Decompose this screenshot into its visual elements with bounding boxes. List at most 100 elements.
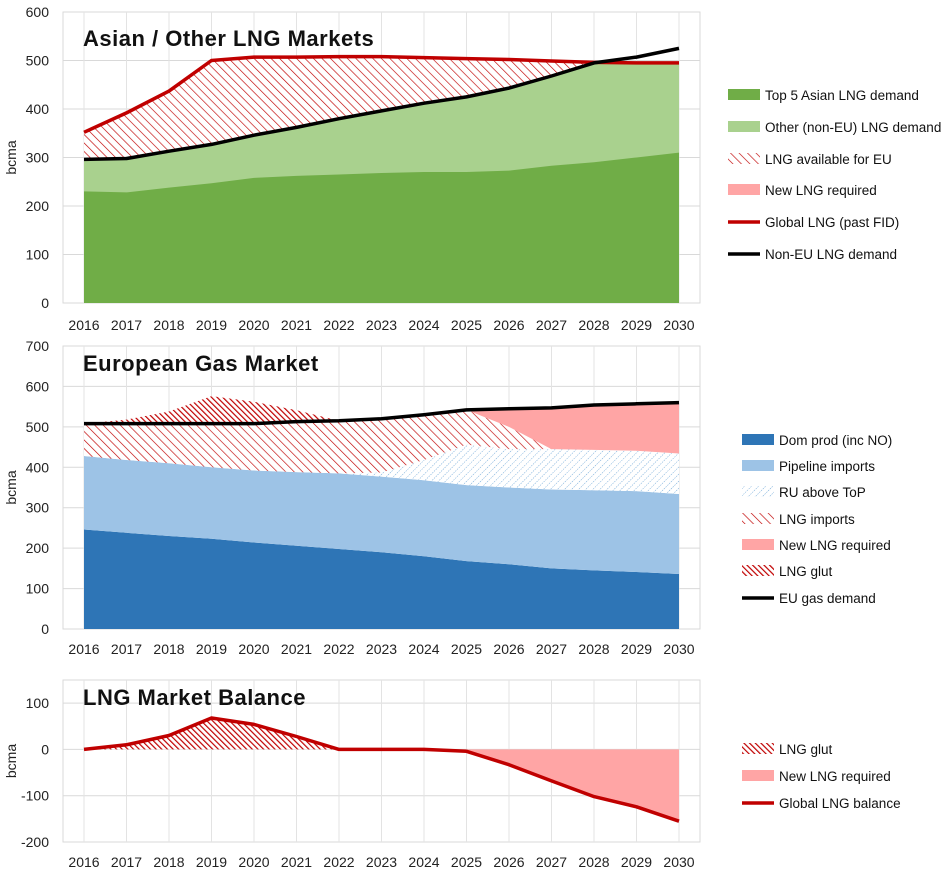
data-marks [84, 396, 680, 629]
legend-label: RU above ToP [779, 485, 866, 500]
legend: LNG glut New LNG required Global LNG balan… [742, 742, 901, 811]
lng-glut-area [84, 718, 679, 750]
legend-swatch [742, 565, 774, 576]
y-tick-label: 600 [26, 378, 50, 394]
y-tick-label: 400 [26, 459, 50, 475]
legend-item: LNG available for EU [728, 152, 892, 167]
legend-label: Global LNG balance [779, 796, 901, 811]
x-tick-label: 2016 [68, 641, 99, 657]
x-tick-label: 2021 [281, 854, 312, 870]
legend: Dom prod (inc NO) Pipeline imports RU abov… [742, 433, 892, 606]
chart-title: European Gas Market [83, 351, 319, 376]
legend-swatch [728, 89, 760, 100]
y-tick-label: 100 [26, 695, 50, 711]
x-tick-label: 2026 [493, 854, 524, 870]
panel-lng-balance: -200 -100 0 100 2016 2017 2018 2019 2020 2021 2022… [3, 679, 901, 870]
lng-available-area [84, 56, 679, 160]
x-tick-label: 2023 [366, 641, 397, 657]
legend-swatch [742, 486, 774, 497]
legend-item: Non-EU LNG demand [728, 247, 897, 262]
x-tick-label: 2021 [281, 641, 312, 657]
pipeline-imports-area [84, 456, 679, 574]
y-tick-label: 200 [26, 540, 50, 556]
legend-label: Non-EU LNG demand [765, 247, 897, 262]
x-tick-label: 2023 [366, 854, 397, 870]
y-tick-label: 100 [26, 581, 50, 597]
legend-label: EU gas demand [779, 591, 876, 606]
ru-above-top-area [84, 444, 679, 494]
x-tick-label: 2019 [196, 641, 227, 657]
x-tick-label: 2030 [663, 854, 694, 870]
chart-title: Asian / Other LNG Markets [83, 26, 374, 51]
legend-item: New LNG required [728, 183, 877, 198]
legend-label: Pipeline imports [779, 459, 875, 474]
y-tick-label: 0 [41, 741, 49, 757]
x-tick-label: 2022 [323, 854, 354, 870]
x-tick-label: 2028 [578, 854, 609, 870]
x-tick-label: 2017 [111, 854, 142, 870]
x-tick-label: 2017 [111, 641, 142, 657]
legend-label: LNG imports [779, 512, 855, 527]
x-ticks: 2016 2017 2018 2019 2020 2021 2022 2023 2024 2025… [68, 317, 694, 333]
x-tick-label: 2027 [536, 854, 567, 870]
legend-item: LNG glut [742, 564, 833, 579]
legend-label: LNG glut [779, 564, 833, 579]
x-tick-label: 2016 [68, 317, 99, 333]
legend-swatch [742, 513, 774, 524]
x-tick-label: 2025 [451, 641, 482, 657]
legend-item: RU above ToP [742, 485, 866, 500]
legend-swatch [742, 743, 774, 754]
y-axis-label: bcma [3, 744, 19, 778]
x-tick-label: 2025 [451, 854, 482, 870]
legend-label: LNG available for EU [765, 152, 892, 167]
legend-label: Other (non-EU) LNG demand [765, 120, 941, 135]
eu-gas-demand-line [84, 400, 680, 426]
legend-item: Other (non-EU) LNG demand [728, 120, 941, 135]
legend-item: New LNG required [742, 538, 891, 553]
y-tick-label: 700 [26, 338, 50, 354]
y-tick-label: -200 [21, 834, 49, 850]
legend-label: New LNG required [779, 538, 891, 553]
x-tick-label: 2030 [663, 641, 694, 657]
x-tick-label: 2022 [323, 317, 354, 333]
x-tick-label: 2027 [536, 641, 567, 657]
x-tick-label: 2020 [238, 854, 269, 870]
x-tick-label: 2028 [578, 641, 609, 657]
legend: Top 5 Asian LNG demand Other (non-EU) LNG… [728, 88, 941, 262]
legend-swatch [728, 184, 760, 195]
legend-item: EU gas demand [742, 591, 876, 606]
y-tick-label: -100 [21, 788, 49, 804]
x-tick-label: 2030 [663, 317, 694, 333]
x-tick-label: 2025 [451, 317, 482, 333]
x-tick-label: 2020 [238, 641, 269, 657]
x-ticks: 2016 2017 2018 2019 2020 2021 2022 2023 2024 2025… [68, 854, 694, 870]
legend-item: New LNG required [742, 769, 891, 784]
x-tick-label: 2029 [621, 641, 652, 657]
x-tick-label: 2020 [238, 317, 269, 333]
y-tick-label: 200 [26, 198, 50, 214]
x-tick-label: 2018 [153, 854, 184, 870]
chart-title: LNG Market Balance [83, 685, 306, 710]
x-tick-label: 2023 [366, 317, 397, 333]
legend-swatch [728, 153, 760, 164]
legend-label: New LNG required [779, 769, 891, 784]
x-tick-label: 2022 [323, 641, 354, 657]
y-tick-label: 600 [26, 4, 50, 20]
x-tick-label: 2026 [493, 641, 524, 657]
legend-item: Top 5 Asian LNG demand [728, 88, 919, 103]
x-tick-label: 2026 [493, 317, 524, 333]
x-tick-label: 2029 [621, 854, 652, 870]
x-tick-label: 2017 [111, 317, 142, 333]
legend-item: LNG imports [742, 512, 855, 527]
legend-swatch [742, 434, 774, 445]
dom-prod-area [84, 529, 679, 629]
top5-asian-demand-area [84, 152, 679, 303]
x-tick-label: 2018 [153, 317, 184, 333]
x-tick-label: 2019 [196, 317, 227, 333]
x-tick-label: 2027 [536, 317, 567, 333]
legend-item: Global LNG (past FID) [728, 215, 899, 230]
